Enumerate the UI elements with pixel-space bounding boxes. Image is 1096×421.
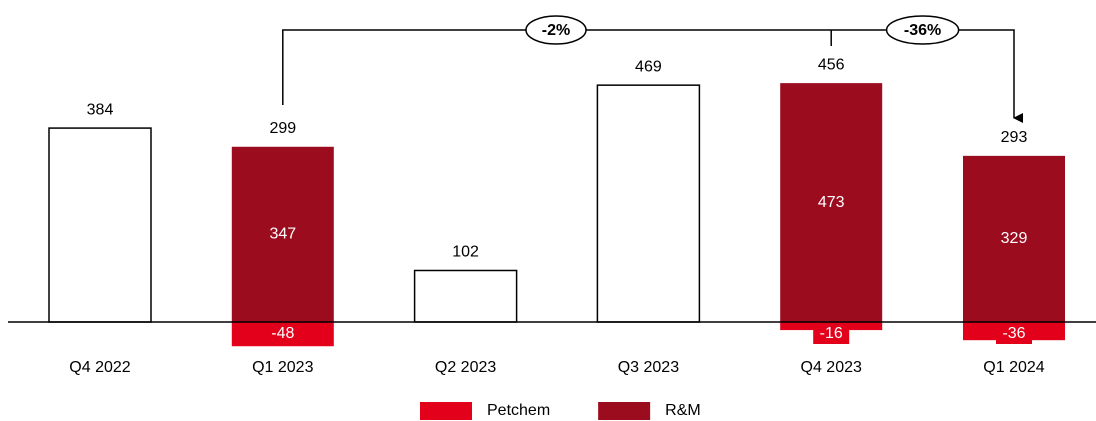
bar-segment bbox=[231, 146, 334, 322]
segment-label: 329 bbox=[1001, 230, 1028, 247]
segment-label: -36 bbox=[1002, 325, 1025, 342]
total-label: 384 bbox=[87, 101, 114, 118]
label-bg bbox=[996, 324, 1032, 344]
total-label: 293 bbox=[1001, 129, 1028, 146]
segment-label: -48 bbox=[271, 325, 294, 342]
total-label: 469 bbox=[635, 58, 662, 75]
total-bar bbox=[48, 127, 152, 323]
bar-segment bbox=[780, 83, 883, 322]
annotation-bubble bbox=[885, 15, 960, 45]
legend-swatch bbox=[598, 402, 651, 420]
segment-label: 473 bbox=[818, 194, 845, 211]
label-bg bbox=[813, 324, 850, 344]
x-tick-label: Q1 2023 bbox=[252, 359, 313, 376]
segment-label: 347 bbox=[269, 226, 296, 243]
total-label: 102 bbox=[452, 244, 479, 261]
legend-swatch bbox=[420, 402, 472, 420]
legend-label: Petchem bbox=[487, 402, 550, 419]
bar-segment bbox=[963, 155, 1065, 322]
x-tick-label: Q3 2023 bbox=[618, 359, 679, 376]
total-label: 299 bbox=[269, 120, 296, 137]
annotation-label: -2% bbox=[542, 22, 570, 39]
annotation-label: -36% bbox=[904, 22, 941, 39]
label-bg bbox=[264, 324, 301, 344]
bracket bbox=[282, 29, 1023, 123]
segment-label: -16 bbox=[820, 325, 843, 342]
total-bar bbox=[596, 84, 701, 323]
total-bar bbox=[413, 269, 518, 323]
x-tick-label: Q2 2023 bbox=[435, 359, 496, 376]
annotation-bubble bbox=[525, 15, 587, 45]
legend-label: R&M bbox=[665, 402, 701, 419]
x-tick-label: Q4 2022 bbox=[69, 359, 130, 376]
x-tick-label: Q4 2023 bbox=[801, 359, 862, 376]
total-label: 456 bbox=[818, 56, 845, 73]
x-tick-label: Q1 2024 bbox=[983, 359, 1044, 376]
